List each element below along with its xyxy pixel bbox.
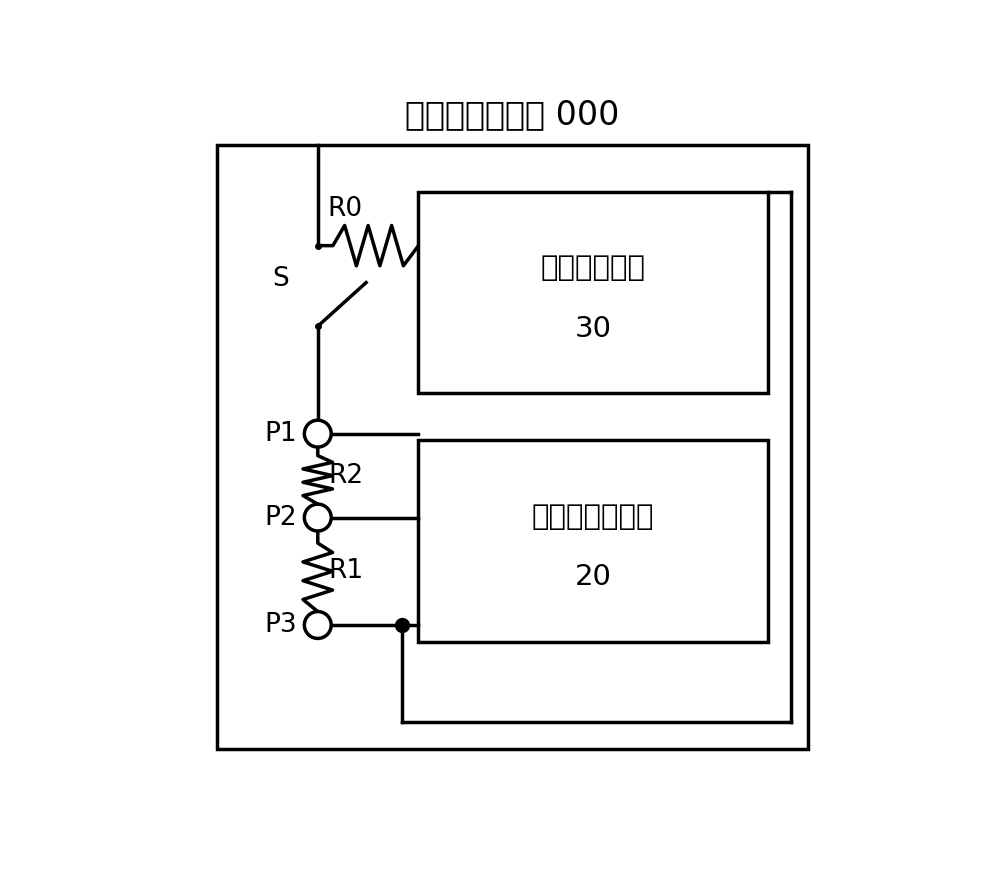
Text: 心电图检测电路: 心电图检测电路	[532, 503, 654, 531]
Circle shape	[304, 504, 331, 531]
Text: 心电图检测设备 000: 心电图检测设备 000	[405, 99, 620, 131]
Text: P3: P3	[265, 612, 297, 638]
Text: 30: 30	[575, 315, 612, 343]
Text: P2: P2	[265, 505, 297, 530]
Bar	[418, 440, 768, 642]
Text: R1: R1	[328, 558, 364, 584]
Text: P1: P1	[265, 420, 297, 446]
Text: R0: R0	[327, 195, 362, 221]
Bar	[418, 192, 768, 393]
Bar	[217, 145, 808, 749]
Circle shape	[304, 611, 331, 638]
Text: 电压保持电路: 电压保持电路	[541, 255, 646, 283]
Text: S: S	[272, 266, 289, 292]
Text: R2: R2	[328, 463, 364, 488]
Circle shape	[304, 420, 331, 447]
Text: 20: 20	[575, 563, 612, 591]
